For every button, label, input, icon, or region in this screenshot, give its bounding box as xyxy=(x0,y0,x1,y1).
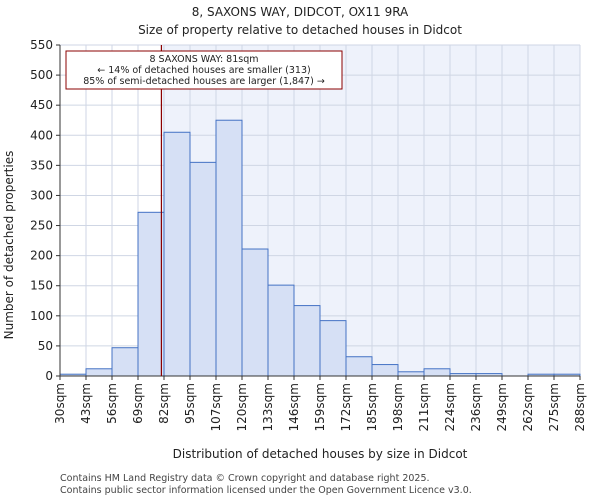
y-tick-label: 450 xyxy=(30,98,53,112)
y-tick-label: 200 xyxy=(30,249,53,263)
histogram-bar xyxy=(267,284,295,377)
x-tick-label: 185sqm xyxy=(365,383,379,431)
histogram-bar xyxy=(319,320,347,377)
x-tick-label: 236sqm xyxy=(469,383,483,431)
x-tick-label: 198sqm xyxy=(391,383,405,431)
x-axis-label: Distribution of detached houses by size … xyxy=(173,447,468,461)
histogram-bar xyxy=(241,248,269,377)
histogram-bar xyxy=(423,368,451,377)
footer-line-2: Contains public sector information licen… xyxy=(60,485,472,496)
x-tick-label: 133sqm xyxy=(261,383,275,431)
y-tick-label: 0 xyxy=(45,369,53,383)
y-tick-label: 100 xyxy=(30,309,53,323)
x-tick-label: 82sqm xyxy=(157,383,171,424)
histogram-bar xyxy=(111,347,139,377)
x-tick-label: 249sqm xyxy=(495,383,509,431)
x-tick-label: 159sqm xyxy=(313,383,327,431)
x-tick-label: 120sqm xyxy=(235,383,249,431)
annotation-line: 8 SAXONS WAY: 81sqm xyxy=(149,54,258,65)
x-tick-label: 172sqm xyxy=(339,383,353,431)
y-tick-label: 250 xyxy=(30,219,53,233)
x-tick-label: 56sqm xyxy=(105,383,119,424)
y-tick-label: 50 xyxy=(38,339,53,353)
chart-title: 8, SAXONS WAY, DIDCOT, OX11 9RA xyxy=(192,5,409,19)
plot-area: 0 50 100 150 200 250 300 350 400 450 500 550 30sqm 43… xyxy=(30,38,587,431)
x-tick-label: 211sqm xyxy=(417,383,431,431)
annotation-box xyxy=(65,50,343,90)
histogram-bar xyxy=(371,364,399,377)
histogram-bar xyxy=(293,305,321,377)
x-tick-label: 69sqm xyxy=(131,383,145,424)
x-tick-label: 43sqm xyxy=(79,383,93,424)
y-tick-label: 300 xyxy=(30,188,53,202)
histogram-chart: 8, SAXONS WAY, DIDCOT, OX11 9RA Size of … xyxy=(2,5,587,461)
histogram-bar xyxy=(215,119,243,377)
y-tick-label: 550 xyxy=(30,38,53,52)
x-tick-label: 275sqm xyxy=(547,383,561,431)
x-tick-label: 95sqm xyxy=(183,383,197,424)
x-tick-label: 30sqm xyxy=(53,383,67,424)
annotation-line: ← 14% of detached houses are smaller (31… xyxy=(97,65,310,76)
histogram-bar xyxy=(137,211,165,377)
x-tick-label: 288sqm xyxy=(573,383,587,431)
y-axis-label: Number of detached properties xyxy=(2,151,16,340)
x-tick-label: 146sqm xyxy=(287,383,301,431)
footer-line-1: Contains HM Land Registry data © Crown c… xyxy=(60,473,430,484)
x-tick-label: 107sqm xyxy=(209,383,223,431)
x-tick-label: 224sqm xyxy=(443,383,457,431)
annotation-line: 85% of semi-detached houses are larger (… xyxy=(83,76,325,87)
x-tick-label: 262sqm xyxy=(521,383,535,431)
chart-subtitle: Size of property relative to detached ho… xyxy=(138,23,462,37)
y-tick-label: 500 xyxy=(30,68,53,82)
y-tick-label: 400 xyxy=(30,128,53,142)
histogram-bar xyxy=(189,161,217,377)
histogram-bar xyxy=(85,368,113,377)
histogram-bar xyxy=(345,356,373,377)
histogram-bar xyxy=(163,131,191,377)
histogram-bar xyxy=(397,371,425,377)
y-tick-label: 350 xyxy=(30,158,53,172)
y-tick-label: 150 xyxy=(30,279,53,293)
